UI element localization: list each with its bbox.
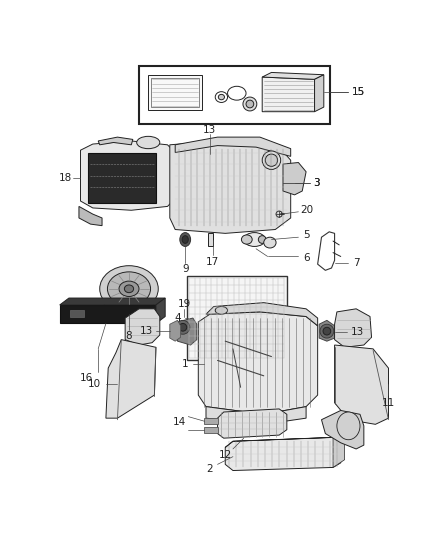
Ellipse shape — [320, 324, 334, 338]
Text: 5: 5 — [303, 230, 309, 240]
Polygon shape — [314, 75, 324, 112]
Ellipse shape — [215, 306, 228, 314]
Polygon shape — [218, 409, 287, 438]
Ellipse shape — [244, 232, 265, 246]
Ellipse shape — [246, 100, 254, 108]
Text: 20: 20 — [300, 205, 314, 215]
Bar — [139, 66, 330, 124]
Polygon shape — [206, 407, 306, 424]
Polygon shape — [175, 137, 291, 156]
Bar — [204, 418, 218, 424]
Polygon shape — [145, 308, 158, 314]
Ellipse shape — [180, 232, 191, 246]
Ellipse shape — [337, 412, 360, 440]
Polygon shape — [148, 75, 202, 110]
Polygon shape — [79, 206, 102, 225]
Polygon shape — [319, 320, 335, 341]
Text: 3: 3 — [313, 179, 319, 188]
Polygon shape — [225, 438, 341, 471]
Text: 4: 4 — [174, 313, 181, 323]
Polygon shape — [225, 438, 345, 447]
Polygon shape — [262, 72, 324, 79]
Ellipse shape — [100, 265, 158, 312]
Polygon shape — [170, 140, 291, 233]
Polygon shape — [177, 318, 197, 345]
Text: 17: 17 — [206, 257, 219, 267]
Ellipse shape — [179, 324, 187, 331]
Bar — [70, 310, 84, 317]
Text: 10: 10 — [88, 378, 101, 389]
Ellipse shape — [264, 237, 276, 248]
Ellipse shape — [243, 97, 257, 111]
Ellipse shape — [119, 281, 139, 296]
Text: 13: 13 — [351, 327, 364, 337]
Ellipse shape — [265, 154, 278, 166]
Polygon shape — [170, 320, 180, 341]
Polygon shape — [98, 137, 133, 145]
Text: 14: 14 — [173, 417, 186, 427]
Bar — [187, 276, 287, 360]
Polygon shape — [283, 163, 306, 195]
Polygon shape — [333, 438, 345, 467]
Ellipse shape — [241, 235, 252, 244]
Polygon shape — [102, 301, 156, 309]
Text: 6: 6 — [303, 253, 309, 263]
Ellipse shape — [107, 272, 151, 306]
Text: 16: 16 — [80, 373, 93, 383]
Text: 3: 3 — [313, 179, 319, 188]
Ellipse shape — [258, 236, 266, 244]
Polygon shape — [60, 305, 156, 324]
Text: 19: 19 — [178, 299, 191, 309]
Polygon shape — [106, 340, 156, 418]
Bar — [208, 233, 213, 246]
Text: 13: 13 — [140, 326, 153, 336]
Ellipse shape — [176, 320, 190, 334]
Polygon shape — [81, 141, 175, 210]
Ellipse shape — [124, 285, 134, 293]
Text: 15: 15 — [352, 87, 365, 98]
Text: 18: 18 — [58, 173, 72, 183]
Ellipse shape — [182, 236, 188, 244]
Text: 1: 1 — [182, 359, 188, 369]
Text: 15: 15 — [352, 87, 365, 98]
Text: 13: 13 — [203, 125, 216, 135]
Polygon shape — [262, 77, 314, 112]
Ellipse shape — [137, 136, 160, 149]
Polygon shape — [335, 345, 389, 424]
Polygon shape — [100, 308, 113, 314]
Polygon shape — [335, 309, 371, 348]
Polygon shape — [206, 303, 318, 326]
Ellipse shape — [228, 86, 246, 100]
Bar — [204, 427, 218, 433]
Polygon shape — [198, 312, 318, 414]
Polygon shape — [321, 410, 364, 449]
Ellipse shape — [218, 94, 225, 100]
Polygon shape — [156, 298, 165, 324]
Text: 12: 12 — [219, 450, 232, 460]
Text: 2: 2 — [207, 464, 213, 474]
Text: 9: 9 — [182, 264, 188, 274]
Polygon shape — [88, 152, 156, 203]
Text: 7: 7 — [353, 257, 360, 268]
Polygon shape — [125, 309, 160, 345]
Text: 11: 11 — [382, 398, 395, 408]
Polygon shape — [60, 298, 165, 305]
Ellipse shape — [215, 92, 228, 102]
Text: 8: 8 — [126, 331, 132, 341]
Ellipse shape — [323, 327, 331, 335]
Ellipse shape — [262, 151, 281, 169]
